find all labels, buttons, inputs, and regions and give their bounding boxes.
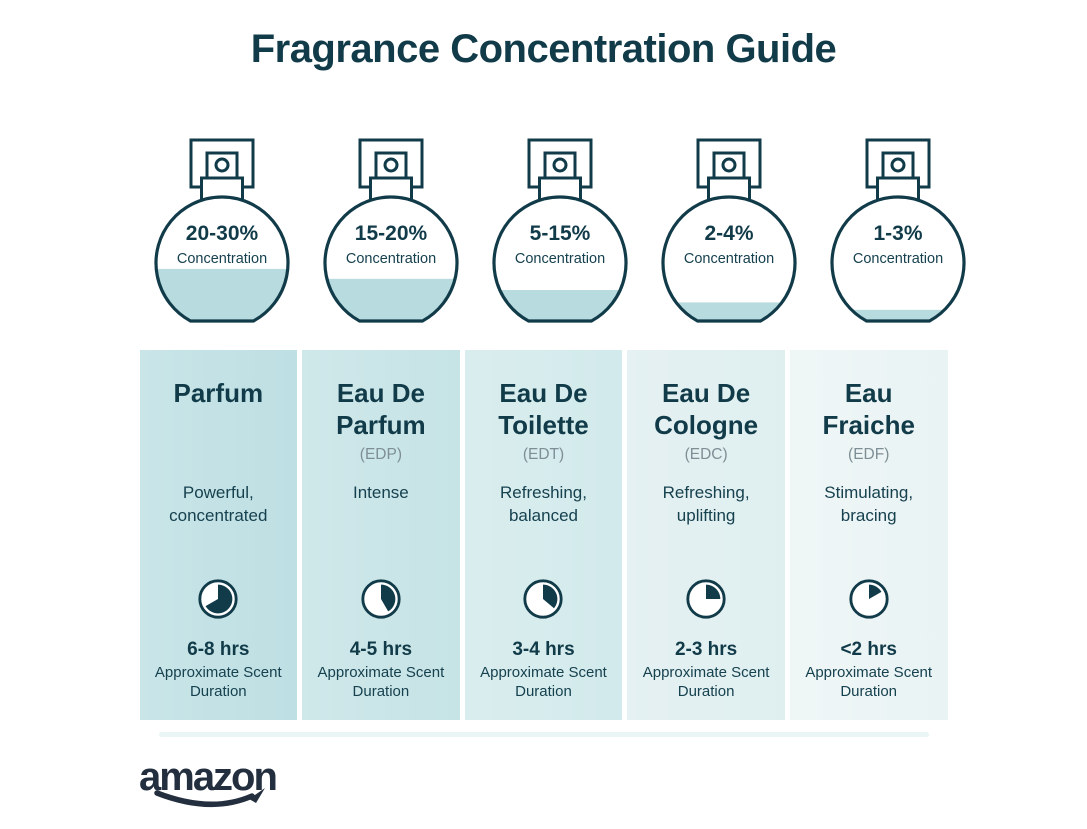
comparison-table: Parfum Powerful, concentrated 6-8 hrs Ap…: [139, 350, 948, 720]
duration-note: Approximate Scent Duration: [480, 664, 607, 700]
duration-note: Approximate Scent Duration: [805, 664, 933, 700]
bottle-caption: Concentration: [176, 251, 266, 267]
column-card-parfum: Parfum Powerful, concentrated 6-8 hrs Ap…: [139, 350, 298, 720]
perfume-bottle-icon: 2-4% Concentration: [660, 138, 797, 323]
column-description: Stimulating, bracing: [824, 483, 914, 525]
perfume-bottle-icon: 5-15% Concentration: [491, 138, 628, 323]
duration-value: <2 hrs: [840, 639, 897, 660]
perfume-bottle-icon: 15-20% Concentration: [322, 138, 459, 323]
bottle-figure: 15-20% Concentration: [309, 137, 473, 327]
page-title: Fragrance Concentration Guide: [250, 27, 837, 71]
bottle-concentration: 5-15%: [529, 222, 590, 245]
amazon-logo: amazon: [139, 757, 289, 817]
spray-cap-icon: [189, 138, 254, 207]
bottle-figure: 20-30% Concentration: [140, 137, 304, 327]
perfume-bottle-icon: 20-30% Concentration: [153, 138, 290, 323]
bottle-caption: Concentration: [683, 251, 773, 267]
amazon-smile-icon: [154, 788, 265, 808]
column-description: Refreshing, uplifting: [662, 483, 750, 525]
column-name: Eau De Toilette: [498, 378, 589, 440]
column-description: Refreshing, balanced: [500, 483, 587, 525]
clock-wrap: [140, 577, 298, 621]
clock-wrap: [302, 577, 460, 621]
bottle-concentration: 20-30%: [185, 222, 258, 245]
clock-icon: [198, 579, 238, 619]
bottle-concentration: 2-4%: [704, 222, 753, 245]
column-card-eau-de-cologne: Eau De Cologne (EDC) Refreshing, uplifti…: [627, 350, 785, 720]
column-abbr: (EDC): [684, 446, 728, 463]
column-name: Eau De Parfum: [336, 378, 426, 440]
column-description: Powerful, concentrated: [169, 483, 268, 525]
bottle-caption: Concentration: [852, 251, 942, 267]
column-card-eau-de-parfum: Eau De Parfum (EDP) Intense 4-5 hrs Appr…: [302, 350, 460, 720]
column-description: Intense: [353, 483, 409, 502]
clock-icon: [686, 579, 726, 619]
duration-note: Approximate Scent Duration: [154, 664, 282, 700]
column-card-eau-fraiche: Eau Fraiche (EDF) Stimulating, bracing <…: [789, 350, 948, 720]
spray-cap-icon: [865, 138, 930, 207]
spray-cap-icon: [358, 138, 423, 207]
column-card-eau-de-toilette: Eau De Toilette (EDT) Refreshing, balanc…: [464, 350, 623, 720]
duration-value: 6-8 hrs: [187, 639, 250, 660]
bottle-figure: 2-4% Concentration: [647, 137, 811, 327]
perfume-bottle-icon: 1-3% Concentration: [829, 138, 966, 323]
column-name: Parfum: [173, 378, 264, 408]
duration-value: 3-4 hrs: [512, 639, 575, 660]
clock-icon: [849, 579, 889, 619]
column-abbr: (EDT): [522, 446, 565, 463]
column-name: Eau De Cologne: [654, 378, 759, 440]
duration-value: 2-3 hrs: [674, 639, 738, 660]
bottle-figure: 5-15% Concentration: [478, 137, 642, 327]
bottle-caption: Concentration: [345, 251, 435, 267]
column-abbr: (EDP): [359, 446, 402, 463]
clock-icon: [523, 579, 564, 619]
spray-cap-icon: [696, 138, 761, 207]
bottle-concentration: 1-3%: [873, 222, 922, 245]
column-abbr: (EDF): [848, 446, 890, 463]
column-name: Eau Fraiche: [822, 378, 915, 440]
spray-cap-icon: [527, 138, 592, 207]
clock-icon: [361, 579, 401, 619]
clock-wrap: [627, 577, 785, 621]
duration-note: Approximate Scent Duration: [317, 664, 445, 700]
bottle-figure: 1-3% Concentration: [816, 137, 980, 327]
duration-note: Approximate Scent Duration: [642, 664, 770, 700]
clock-wrap: [465, 577, 623, 621]
table-shadow: [158, 732, 929, 737]
bottles-row: 20-30% Concentration 15-20% Conce: [140, 137, 966, 327]
bottle-caption: Concentration: [514, 251, 604, 267]
column-abbr: [140, 445, 298, 465]
amazon-logo-text: amazon: [139, 755, 278, 799]
duration-value: 4-5 hrs: [349, 639, 413, 660]
clock-wrap: [790, 577, 948, 621]
bottle-concentration: 15-20%: [354, 222, 427, 245]
